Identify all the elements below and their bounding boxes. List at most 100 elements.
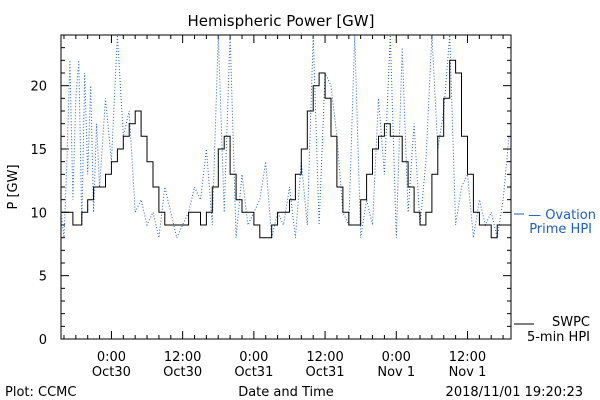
data-point-swpc — [206, 212, 207, 213]
data-point-swpc — [123, 136, 124, 137]
data-point-swpc — [271, 224, 272, 225]
data-point-swpc — [99, 186, 100, 187]
data-point-ovation-prime — [408, 212, 409, 213]
data-point-swpc — [413, 212, 414, 213]
data-point-ovation-prime — [247, 224, 248, 225]
data-point-ovation-prime — [360, 237, 361, 238]
data-point-swpc — [324, 98, 325, 99]
data-point-ovation-prime — [90, 85, 91, 86]
data-point-swpc — [265, 237, 266, 238]
data-point-swpc — [158, 212, 159, 213]
data-point-swpc — [69, 212, 70, 213]
data-point-swpc — [295, 174, 296, 175]
data-point-swpc — [473, 212, 474, 213]
data-point-ovation-prime — [206, 148, 207, 149]
data-point-swpc — [241, 212, 242, 213]
data-point-ovation-prime — [78, 60, 79, 61]
data-point-swpc — [449, 60, 450, 61]
data-point-swpc — [330, 136, 331, 137]
data-point-swpc — [164, 224, 165, 225]
data-point-swpc — [384, 123, 385, 124]
data-point-swpc — [230, 174, 231, 175]
data-point-ovation-prime — [491, 212, 492, 213]
data-point-swpc — [301, 148, 302, 149]
data-point-ovation-prime — [66, 161, 67, 162]
data-point-swpc — [235, 199, 236, 200]
x-tick-label-date: Nov 1 — [449, 365, 487, 380]
legend-ovation-line1: — Ovation — [528, 208, 596, 223]
x-tick-label-date: Nov 1 — [377, 365, 415, 380]
data-point-swpc — [467, 174, 468, 175]
data-point-ovation-prime — [431, 34, 432, 35]
data-point-ovation-prime — [354, 34, 355, 35]
data-point-swpc — [455, 72, 456, 73]
data-point-ovation-prime — [479, 199, 480, 200]
data-point-swpc — [259, 237, 260, 238]
data-point-swpc — [372, 148, 373, 149]
data-point-ovation-prime — [194, 186, 195, 187]
data-point-swpc — [176, 224, 177, 225]
data-point-swpc — [111, 161, 112, 162]
data-point-swpc — [194, 212, 195, 213]
data-point-ovation-prime — [295, 237, 296, 238]
data-point-swpc — [146, 161, 147, 162]
data-point-ovation-prime — [93, 212, 94, 213]
data-point-ovation-prime — [72, 199, 73, 200]
data-point-ovation-prime — [75, 98, 76, 99]
data-point-ovation-prime — [158, 237, 159, 238]
data-point-swpc — [72, 224, 73, 225]
data-point-swpc — [141, 136, 142, 137]
data-point-ovation-prime — [283, 224, 284, 225]
data-point-swpc — [437, 136, 438, 137]
data-point-ovation-prime — [259, 199, 260, 200]
data-point-swpc — [313, 85, 314, 86]
data-point-swpc — [224, 136, 225, 137]
x-tick-label-time: 12:00 — [449, 350, 486, 365]
data-point-ovation-prime — [455, 224, 456, 225]
data-point-ovation-prime — [396, 237, 397, 238]
legend-swpc-line1: SWPC — [552, 315, 590, 330]
data-point-ovation-prime — [164, 186, 165, 187]
data-point-ovation-prime — [508, 136, 509, 137]
y-tick-label: 0 — [39, 333, 47, 348]
data-point-ovation-prime — [224, 212, 225, 213]
data-point-swpc — [152, 186, 153, 187]
data-point-ovation-prime — [129, 110, 130, 111]
data-point-swpc — [212, 186, 213, 187]
x-tick-label-time: 0:00 — [239, 350, 268, 365]
series-line-swpc — [61, 59, 509, 239]
data-point-ovation-prime — [289, 186, 290, 187]
plot-timestamp: 2018/11/01 19:20:23 — [446, 385, 583, 400]
y-tick-label: 5 — [39, 270, 47, 285]
data-point-swpc — [277, 212, 278, 213]
data-point-swpc — [60, 212, 61, 213]
y-tick-label: 20 — [30, 80, 47, 95]
data-point-ovation-prime — [384, 174, 385, 175]
y-tick-label: 10 — [30, 206, 47, 221]
data-point-swpc — [129, 123, 130, 124]
data-point-ovation-prime — [84, 72, 85, 73]
data-point-ovation-prime — [170, 212, 171, 213]
data-point-ovation-prime — [200, 199, 201, 200]
data-point-swpc — [253, 224, 254, 225]
data-point-ovation-prime — [319, 224, 320, 225]
chart-title: Hemispheric Power [GW] — [188, 12, 375, 30]
data-point-swpc — [336, 186, 337, 187]
data-point-swpc — [431, 174, 432, 175]
x-tick-label-date: Oct30 — [163, 365, 202, 380]
data-point-swpc — [75, 224, 76, 225]
data-point-swpc — [135, 110, 136, 111]
data-point-ovation-prime — [502, 199, 503, 200]
x-tick-label-time: 12:00 — [164, 350, 201, 365]
data-point-ovation-prime — [402, 47, 403, 48]
x-tick-label-date: Oct30 — [92, 365, 131, 380]
data-point-swpc — [182, 224, 183, 225]
data-point-ovation-prime — [105, 98, 106, 99]
data-point-swpc — [491, 237, 492, 238]
data-point-ovation-prime — [390, 34, 391, 35]
data-point-swpc — [443, 98, 444, 99]
y-axis-label: P [GW] — [6, 164, 21, 209]
data-point-ovation-prime — [235, 237, 236, 238]
legend-ovation-line2: Prime HPI — [529, 222, 592, 237]
data-point-swpc — [218, 148, 219, 149]
